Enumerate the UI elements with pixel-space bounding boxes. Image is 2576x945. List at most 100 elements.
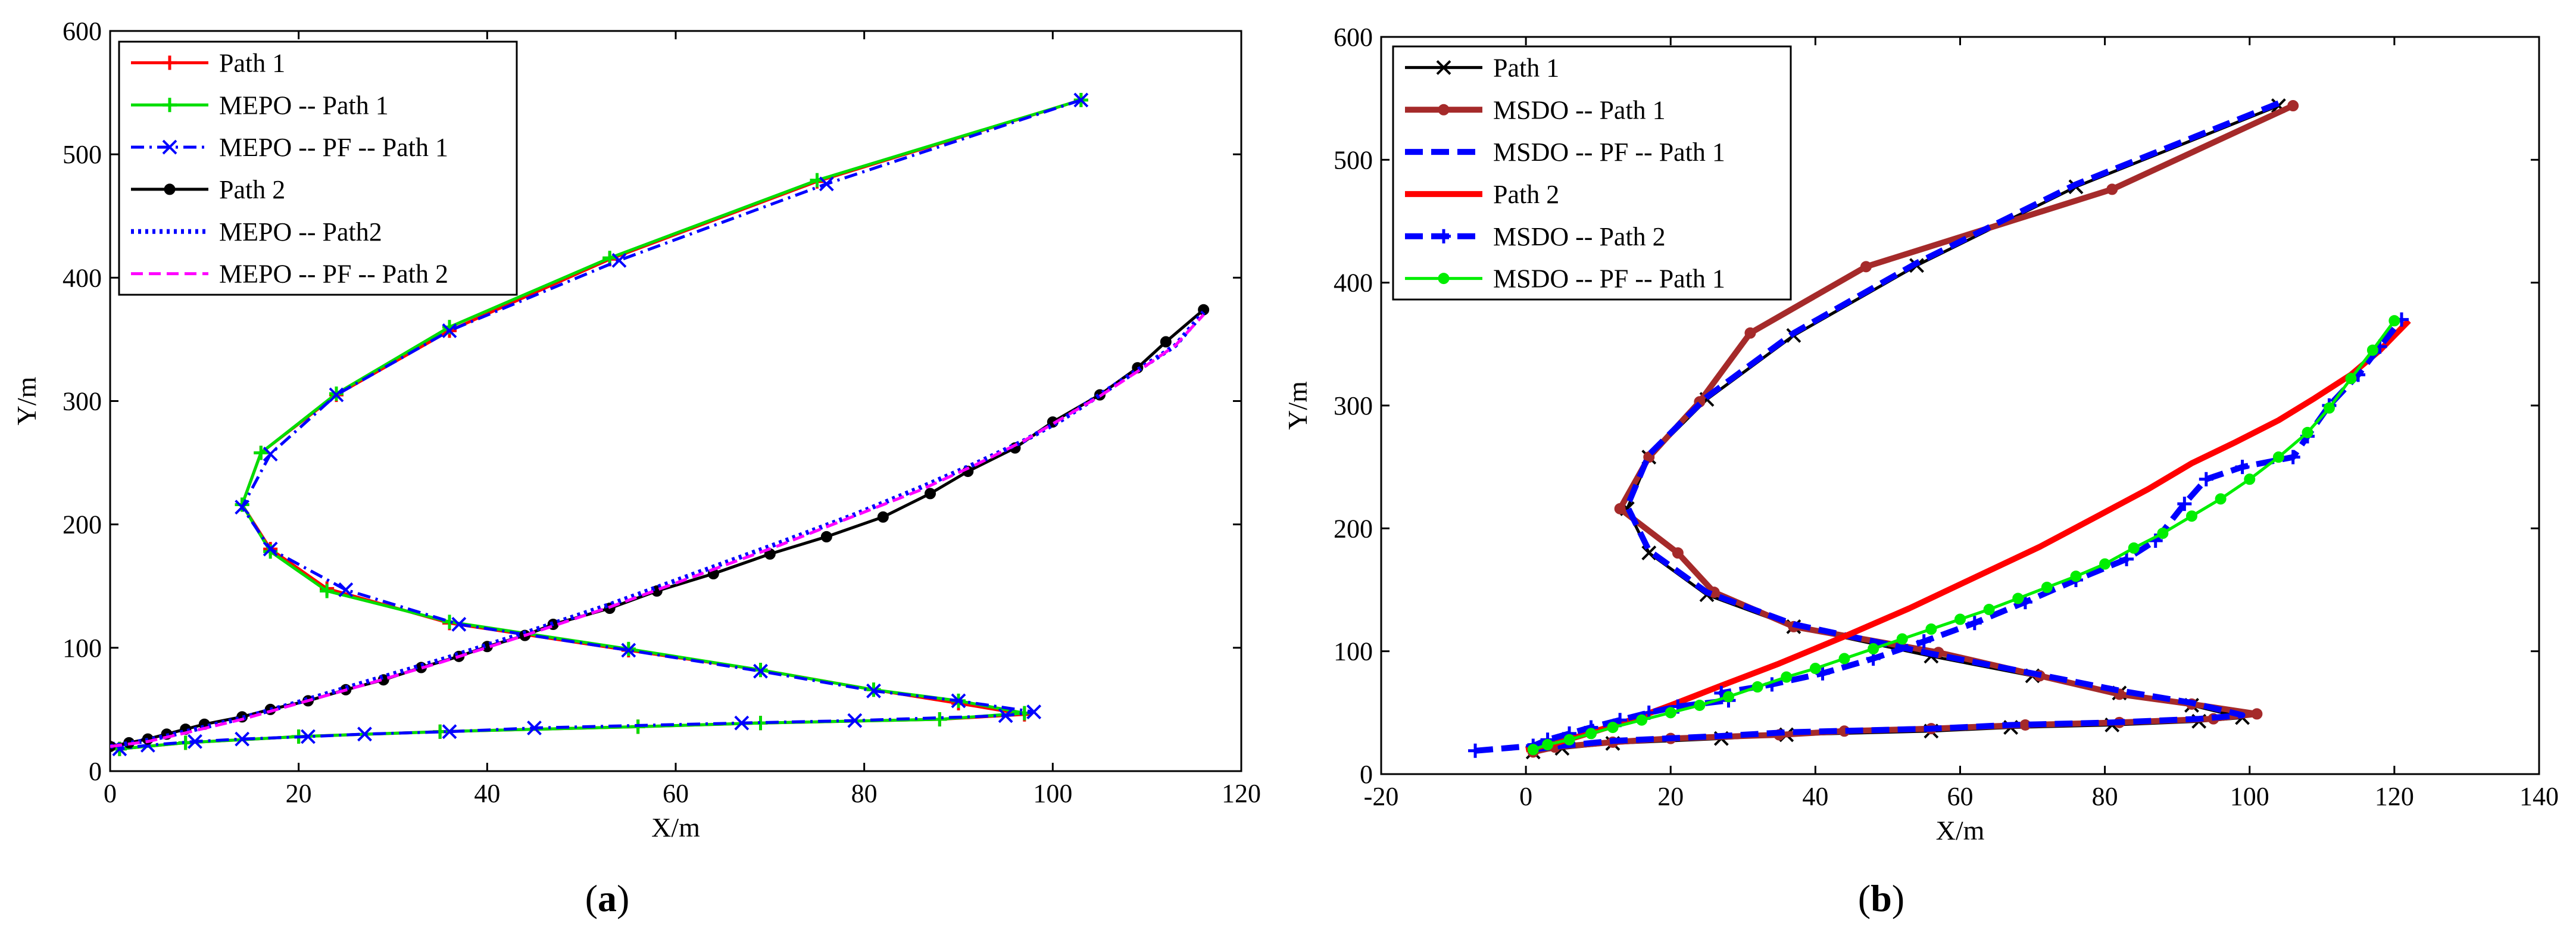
x-tick-label: 120 xyxy=(2375,782,2414,811)
series-msdo-path-1-point xyxy=(1672,547,1684,559)
series-mepo-path-1-point xyxy=(320,584,335,598)
series-mepo-pf-path-1-point xyxy=(819,176,834,192)
series-mepo-pf-path-1-point xyxy=(734,715,750,731)
series-msdo-pf-path-1-point xyxy=(2128,542,2140,554)
y-axis-label: Y/m xyxy=(11,376,42,425)
series-msdo-pf-path-1-point xyxy=(1723,691,1734,703)
y-tick-label: 500 xyxy=(1334,145,1373,174)
series-msdo-pf-path-1-point xyxy=(1838,653,1850,665)
series-msdo-pf-path-1-point xyxy=(2215,493,2227,505)
legend-mepo-pf-path-1-point xyxy=(162,139,177,155)
legend-mepo-pf-path-2-label: MEPO -- PF -- Path 2 xyxy=(219,260,448,289)
series-mepo-pf-path-1-point xyxy=(1073,92,1089,108)
legend-msdo-pf-path-1-label: MSDO -- PF -- Path 1 xyxy=(1493,264,1725,294)
series-msdo-pf-path-1-point xyxy=(1694,699,1706,711)
series-mepo-pf-path-1-point xyxy=(621,643,636,658)
y-tick-label: 600 xyxy=(1334,23,1373,52)
series-msdo-path-2-point xyxy=(1916,634,1931,649)
y-tick-label: 200 xyxy=(63,510,102,539)
series-mepo-pf-path-1-line xyxy=(119,98,1082,751)
x-axis-label: X/m xyxy=(651,812,700,843)
legend-path-1-label: Path 1 xyxy=(1493,53,1559,82)
panel-b: -20 0 20 40 60 80 100 120 1400100200300400500600… xyxy=(1282,23,2559,846)
series-mepo-pf-path-1-point xyxy=(1026,704,1042,719)
series-mepo-pf-path-1-point xyxy=(442,323,457,338)
caption-b: (b) xyxy=(1858,877,1904,919)
series-path-2-point xyxy=(820,531,832,542)
legend-path-2-label: Path 2 xyxy=(219,175,285,204)
legend: Path 1 MSDO -- Path 1 MSDO -- PF -- Path 1… xyxy=(1392,45,1792,301)
series-mepo-pf-path-1-point xyxy=(235,500,250,515)
legend-mepo-path-1-label: MEPO -- Path 1 xyxy=(219,91,389,120)
y-tick-label: 200 xyxy=(1334,514,1373,543)
legend-msdo-pf-path-1-label: MSDO -- PF -- Path 1 xyxy=(1493,138,1725,167)
series-msdo-pf-path-1-point xyxy=(1868,643,1879,655)
series-mepo-path-1-point xyxy=(753,716,768,731)
series-mepo-pf-path-1-point xyxy=(951,693,966,709)
y-tick-label: 0 xyxy=(1360,760,1373,789)
series-msdo-pf-path-1-point xyxy=(1751,681,1763,693)
x-tick-label: 80 xyxy=(851,779,878,808)
series-msdo-path-2-point xyxy=(2119,551,2134,566)
series-msdo-pf-path-1-point xyxy=(1925,623,1937,635)
series-mepo-path-1-point xyxy=(254,445,268,460)
series-msdo-pf-path-1-point xyxy=(2244,473,2256,485)
series-mepo-pf-path-1-point xyxy=(301,729,316,744)
series-msdo-pf-path-1-point xyxy=(2323,402,2335,414)
y-tick-label: 400 xyxy=(63,263,102,292)
legend: Path 1 MEPO -- Path 1 MEPO -- PF -- Path 1… xyxy=(118,40,518,296)
x-tick-label: 140 xyxy=(2519,782,2559,811)
legend-box xyxy=(118,40,518,296)
series-mepo-pf-path-1-point xyxy=(866,683,881,698)
legend-box xyxy=(1392,45,1792,301)
x-tick-label: 60 xyxy=(663,779,689,808)
x-tick-label: 0 xyxy=(104,779,117,808)
series-msdo-pf-path-1-point xyxy=(1954,613,1966,625)
legend-mepo-path2-label: MEPO -- Path2 xyxy=(219,217,382,247)
series-msdo-path-1-point xyxy=(1860,261,1872,273)
series-msdo-pf-path-1-point xyxy=(2186,510,2197,522)
series-msdo-pf-path-1-point xyxy=(2345,373,2357,385)
legend-msdo-path-1-point xyxy=(1438,104,1450,116)
series-mepo-pf-path-1-point xyxy=(263,447,278,461)
series-mepo-pf-path-1-point xyxy=(338,582,354,597)
series-msdo-pf-path-1-point xyxy=(1527,744,1539,756)
series-msdo-pf-path-1-point xyxy=(1542,738,1554,750)
series-mepo-pf-path-1-point xyxy=(329,387,344,403)
legend-msdo-path-2-point xyxy=(1437,229,1451,244)
legend-msdo-pf-path-1-point xyxy=(1438,273,1450,285)
series-msdo-pf-path-1-point xyxy=(2070,570,2082,582)
series-msdo-pf-path-1-line xyxy=(1532,100,2280,753)
caption-a: (a) xyxy=(585,877,630,919)
series-msdo-path-2-point xyxy=(2285,450,2300,464)
x-tick-label: 0 xyxy=(1519,782,1532,811)
legend-msdo-path-1-label: MSDO -- Path 1 xyxy=(1493,95,1666,124)
x-tick-label: 40 xyxy=(1802,782,1828,811)
series-msdo-pf-path-1-point xyxy=(1781,671,1793,683)
series-group xyxy=(1468,98,2411,760)
y-axis-label: Y/m xyxy=(1282,381,1313,430)
series-path-2-point xyxy=(925,488,936,500)
series-group xyxy=(110,92,1210,757)
series-msdo-pf-path-1-point xyxy=(1585,728,1597,740)
series-msdo-path-2-line xyxy=(1475,317,2404,754)
series-msdo-path-1-point xyxy=(2251,708,2263,720)
series-mepo-path-1-point xyxy=(442,615,457,629)
x-tick-label: 20 xyxy=(286,779,312,808)
series-msdo-path-1-point xyxy=(2287,100,2299,112)
series-mepo-pf-path-1-point xyxy=(188,734,202,749)
series-msdo-pf-path-1-point xyxy=(1636,714,1648,726)
series-msdo-path-2-point xyxy=(1468,743,1483,758)
series-msdo-pf-path-1-point xyxy=(2272,451,2284,463)
series-msdo-pf-path-1-point xyxy=(2366,344,2378,356)
series-msdo-pf-path-1-point xyxy=(1563,734,1575,746)
y-tick-label: 100 xyxy=(63,634,102,663)
legend-mepo-path-1-point xyxy=(163,98,177,113)
legend-path-1-point xyxy=(1436,60,1451,75)
series-mepo-pf-path-1-point xyxy=(527,721,542,735)
series-mepo-pf-path-1-point xyxy=(998,708,1013,723)
x-tick-label: 40 xyxy=(474,779,500,808)
series-msdo-pf-path-1-point xyxy=(2041,581,2053,593)
series-msdo-pf-path-1-point xyxy=(2388,315,2400,327)
